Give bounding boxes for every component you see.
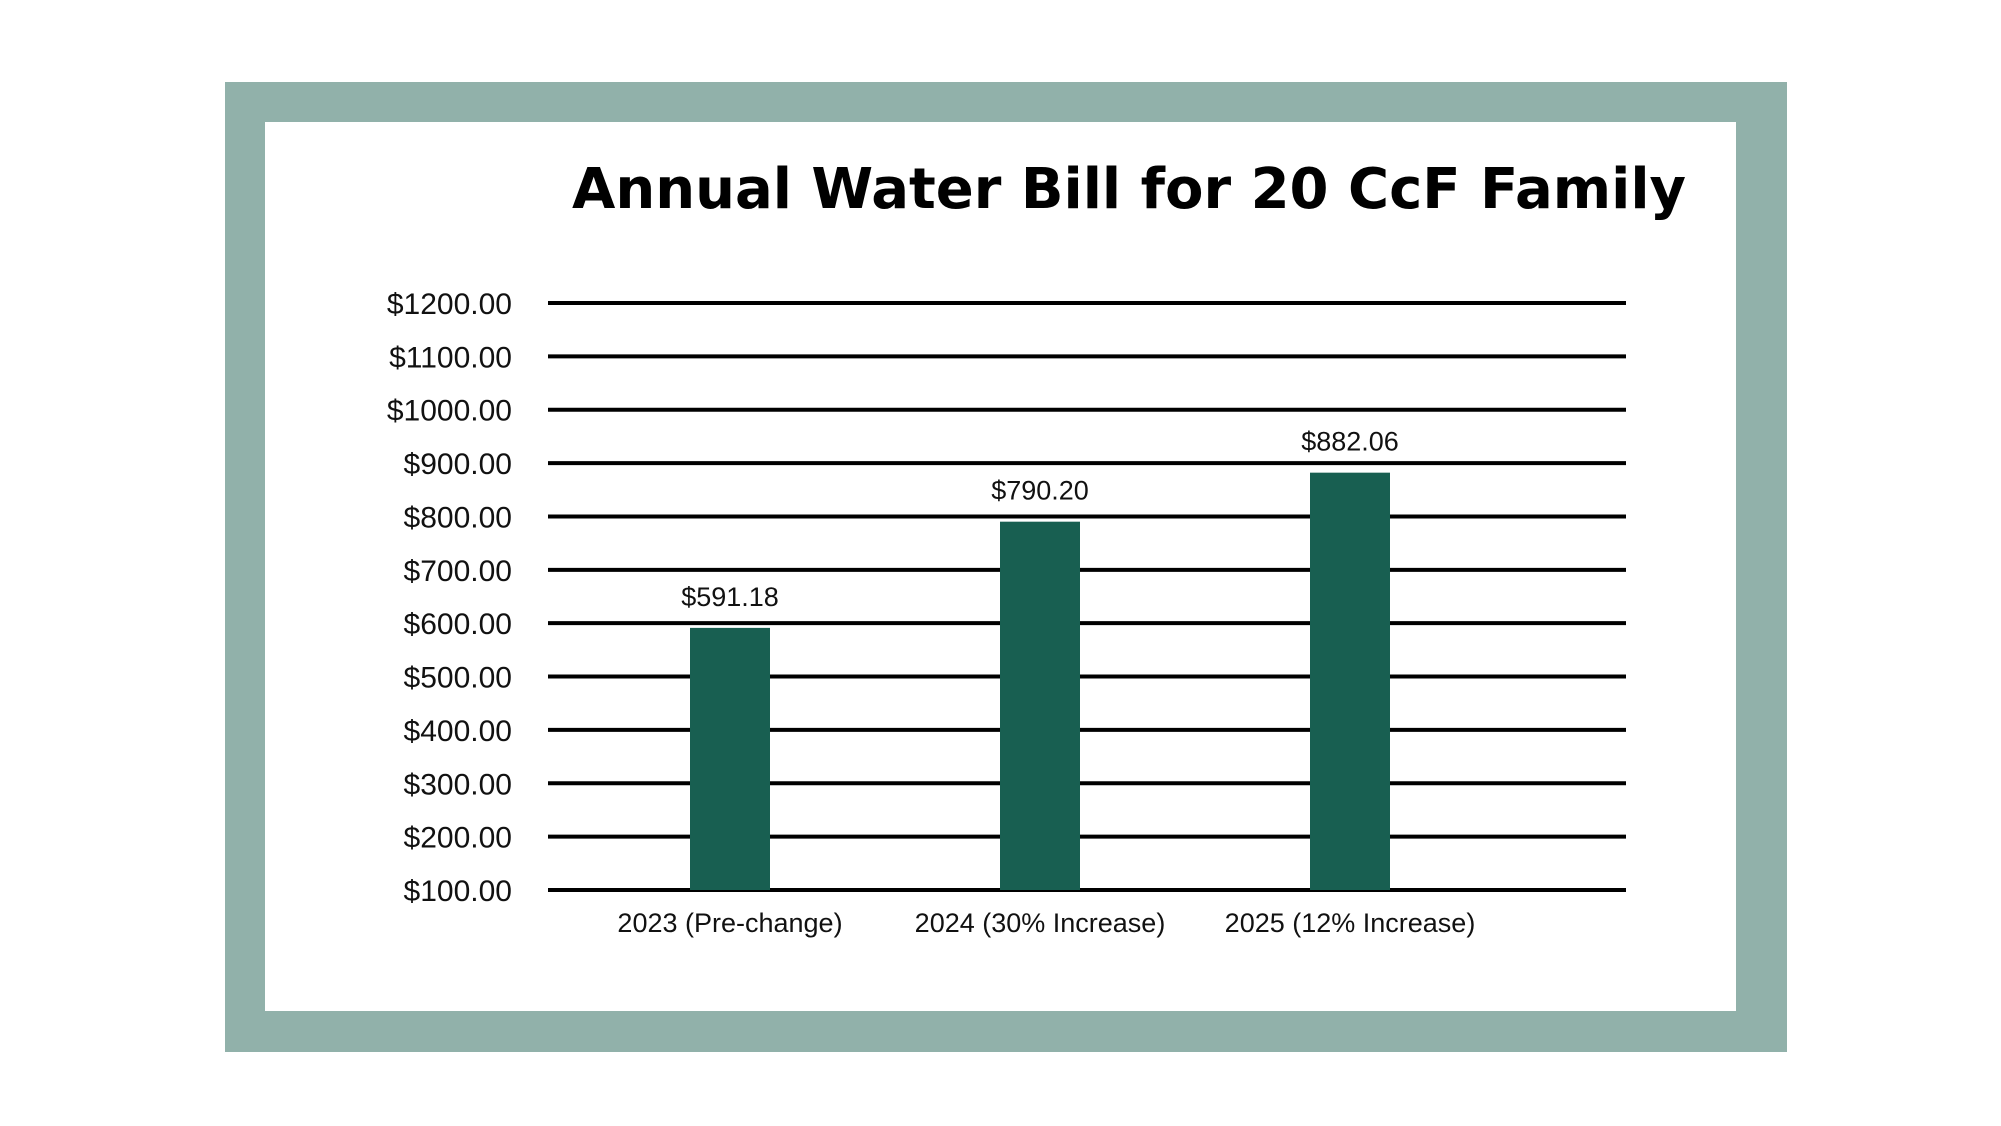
x-axis-ticks: 2023 (Pre-change) 2024 (30% Increase) 2025… [617, 908, 1475, 938]
y-tick-label: $1000.00 [387, 395, 512, 428]
y-tick-label: $800.00 [404, 501, 512, 534]
y-tick-label: $300.00 [404, 768, 512, 801]
bars [690, 472, 1390, 890]
bar-value-label: $790.20 [991, 476, 1089, 506]
y-tick-label: $400.00 [404, 715, 512, 748]
bar-value-label: $882.06 [1301, 427, 1399, 457]
y-tick-label: $1100.00 [389, 341, 512, 374]
y-tick-label: $700.00 [404, 555, 512, 588]
bar [1310, 472, 1390, 890]
y-tick-label: $200.00 [404, 822, 512, 855]
y-tick-label: $900.00 [404, 448, 512, 481]
bar [690, 627, 770, 890]
x-tick-label: 2023 (Pre-change) [617, 908, 842, 938]
bar-value-label: $591.18 [681, 582, 779, 612]
y-tick-label: $600.00 [404, 608, 512, 641]
data-labels: $591.18 $790.20 $882.06 [681, 427, 1399, 612]
bar [1000, 521, 1080, 890]
x-tick-label: 2024 (30% Increase) [915, 908, 1166, 938]
x-tick-label: 2025 (12% Increase) [1225, 908, 1476, 938]
y-tick-label: $100.00 [404, 875, 512, 908]
y-tick-label: $1200.00 [387, 288, 512, 321]
chart-title: Annual Water Bill for 20 CcF Family [572, 157, 1687, 222]
y-tick-label: $500.00 [404, 662, 512, 695]
y-axis-ticks: $1200.00 $1100.00 $1000.00 $900.00 $800.00 $7… [387, 288, 512, 908]
